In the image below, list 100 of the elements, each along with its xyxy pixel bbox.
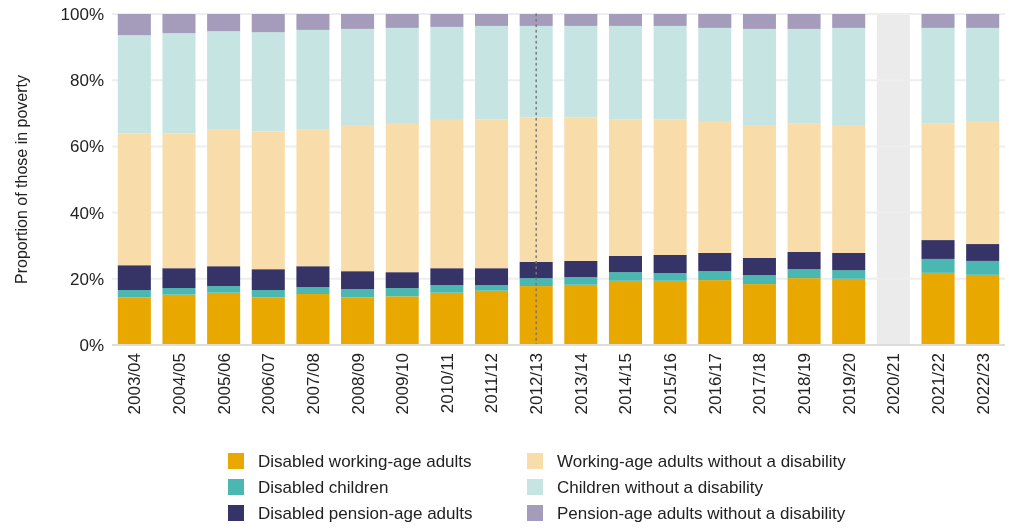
bar [117,265,151,291]
bar [296,294,330,345]
bar [207,129,241,267]
bar [162,294,196,345]
bar [385,14,419,28]
bar [966,14,1000,28]
bar [742,275,776,285]
x-tick-label: 2022/23 [973,353,993,415]
bar [921,27,955,124]
bar [117,290,151,298]
x-tick-label: 2008/09 [348,353,368,415]
bar [341,125,375,272]
bar [921,258,955,273]
x-tick-label: 2003/04 [125,353,145,415]
bar [564,260,598,278]
bar [251,290,285,298]
bar [162,268,196,289]
bar [966,27,1000,122]
bar [207,31,241,130]
bar [519,25,553,118]
bar [653,119,687,255]
bar [787,123,821,252]
bar [385,272,419,289]
bar [430,26,464,120]
bar [162,288,196,295]
bar [341,28,375,126]
legend-label: Disabled working-age adults [258,451,472,471]
y-tick-label: 0% [79,335,104,355]
bar [966,260,1000,275]
bar [966,244,1000,261]
bar [117,14,151,36]
bar [519,261,553,279]
x-tick-label: 2013/14 [571,353,591,415]
x-tick-label: 2007/08 [303,353,323,415]
bar [475,285,509,291]
bar [430,292,464,345]
bar [296,129,330,267]
bar [832,252,866,271]
x-tick-label: 2018/19 [795,353,815,415]
bar [564,277,598,285]
bar [296,29,330,130]
bar [341,289,375,298]
bar [698,280,732,345]
bar [251,131,285,270]
bar [653,14,687,26]
bar [341,297,375,345]
bar [608,25,642,120]
bar [385,27,419,124]
bar [742,125,776,258]
bar [742,14,776,29]
bar [430,14,464,27]
bar [430,268,464,286]
bar [519,278,553,287]
bar [430,119,464,269]
bar [742,257,776,276]
x-tick-label: 2017/18 [750,353,770,415]
y-tick-label: 60% [69,137,104,157]
x-tick-label: 2006/07 [259,353,279,415]
bar [207,286,241,293]
bar [921,14,955,28]
x-tick-label: 2010/11 [437,353,457,414]
y-tick-label: 40% [69,203,104,223]
legend-label: Children without a disability [557,477,764,497]
y-axis-title: Proportion of those in poverty [13,74,30,285]
bar [608,255,642,273]
bar [787,251,821,270]
bar [296,266,330,288]
x-tick-label: 2016/17 [705,353,725,415]
bar [787,278,821,345]
y-tick-label: 20% [69,269,104,289]
bar [430,285,464,293]
bar [653,254,687,274]
bar [341,14,375,29]
bar [162,14,196,34]
bar [832,27,866,126]
bar [519,117,553,262]
bar [385,296,419,345]
bar [162,133,196,269]
x-tick-label: 2015/16 [661,353,681,415]
bar [653,25,687,120]
bar [832,270,866,279]
bar [564,284,598,345]
bar [564,14,598,26]
legend-label: Disabled pension-age adults [258,503,473,523]
bar [742,28,776,126]
x-tick-label: 2004/05 [169,353,189,415]
bar [608,272,642,281]
bar [742,284,776,345]
bar [117,133,151,266]
x-tick-label: 2021/22 [928,353,948,415]
bar [475,268,509,286]
x-tick-label: 2009/10 [393,353,413,415]
bar [787,14,821,29]
bar [608,14,642,26]
bar [251,14,285,33]
legend-label: Pension-age adults without a disability [557,503,846,523]
bar [698,27,732,122]
bar [385,123,419,273]
bar [832,14,866,28]
legend-label: Working-age adults without a disability [557,451,847,471]
